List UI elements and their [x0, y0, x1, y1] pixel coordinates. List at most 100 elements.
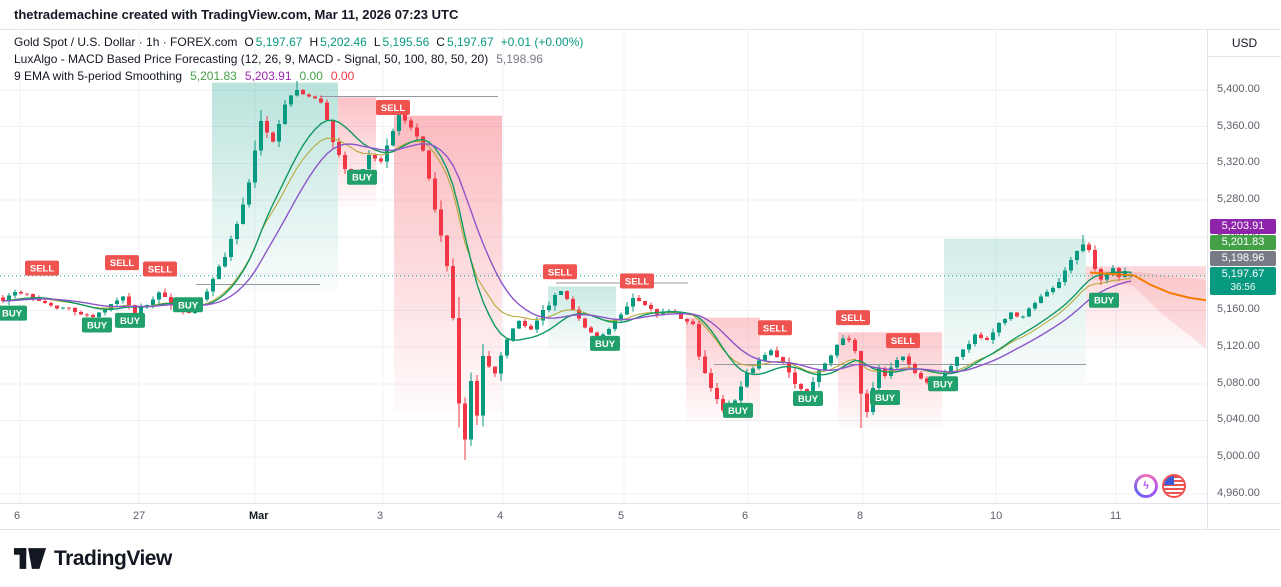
svg-text:BUY: BUY	[87, 321, 108, 332]
candle	[31, 293, 35, 298]
candle	[25, 293, 29, 295]
candle	[901, 356, 905, 360]
brand-name: TradingView	[54, 546, 172, 570]
svg-text:BUY: BUY	[728, 406, 749, 417]
buy-signal-label: BUY	[173, 297, 203, 313]
candle	[217, 266, 221, 279]
candle	[373, 154, 377, 159]
candle	[895, 359, 899, 368]
chart-plot-area[interactable]: BUY SELL BUY SELL BUY SELL BUY BUY SELL SELL BUY SE…	[0, 30, 1207, 503]
attribution-bar: thetrademachine created with TradingView…	[0, 0, 1281, 30]
candle	[565, 291, 569, 300]
candle	[103, 309, 107, 313]
candle	[511, 328, 515, 340]
candle	[955, 356, 959, 367]
time-tick: 3	[377, 510, 384, 522]
candle	[289, 95, 293, 105]
candle	[121, 296, 125, 301]
indicator2-value: 5,203.91	[244, 69, 292, 83]
candle	[733, 400, 737, 404]
candle	[85, 314, 89, 316]
price-chart[interactable]: BUY SELL BUY SELL BUY SELL BUY BUY SELL SELL BUY SE…	[0, 30, 1207, 503]
candle	[61, 307, 65, 309]
candle	[187, 311, 191, 314]
candle	[1045, 291, 1049, 297]
candle	[961, 349, 965, 357]
candle	[685, 318, 689, 322]
candle	[1021, 316, 1025, 318]
attribution-text: thetrademachine created with TradingView…	[14, 7, 459, 22]
candle	[571, 299, 575, 310]
candle	[247, 182, 251, 205]
candle	[493, 366, 497, 374]
candle	[1069, 259, 1073, 271]
luxalgo-logo-icon[interactable]: ϟ	[1134, 474, 1158, 498]
svg-text:BUY: BUY	[1094, 296, 1115, 307]
svg-text:BUY: BUY	[595, 339, 616, 350]
candle	[997, 323, 1001, 333]
us-flag-icon[interactable]	[1162, 474, 1186, 498]
candle	[583, 318, 587, 328]
indicator2-title[interactable]: 9 EMA with 5-period Smoothing	[14, 69, 183, 83]
tradingview-logo[interactable]: TradingView	[13, 547, 172, 571]
candle	[613, 319, 617, 329]
svg-text:BUY: BUY	[352, 173, 373, 184]
candle	[7, 295, 11, 301]
candle	[709, 372, 713, 388]
candle	[265, 120, 269, 133]
candle	[505, 339, 509, 356]
candle	[1081, 244, 1085, 251]
candle	[97, 312, 101, 318]
buy-signal-label: BUY	[590, 335, 620, 351]
close-value: 5,197.67	[446, 35, 494, 49]
candle	[469, 381, 473, 440]
candle	[1057, 281, 1061, 288]
price-tick: 4,960.00	[1217, 486, 1260, 499]
indicator1-title[interactable]: LuxAlgo - MACD Based Price Forecasting (…	[14, 52, 489, 66]
candle	[151, 299, 155, 305]
candle	[847, 338, 851, 340]
candle	[811, 382, 815, 393]
time-tick: 4	[497, 510, 504, 522]
candle	[307, 94, 311, 97]
high-value: 5,202.46	[320, 35, 367, 49]
candle	[763, 354, 767, 361]
candle	[211, 278, 215, 292]
candle	[1075, 250, 1079, 260]
currency-toggle-button[interactable]: USD	[1208, 30, 1281, 57]
candle	[331, 120, 335, 143]
candle	[1111, 267, 1115, 273]
candle	[241, 204, 245, 225]
candle	[553, 294, 557, 306]
candle	[133, 305, 137, 314]
candle	[829, 355, 833, 364]
axis-corner	[1207, 503, 1281, 530]
time-axis[interactable]: 6 27 Mar 3 4 5 6 8 10 11	[0, 503, 1207, 530]
svg-text:SELL: SELL	[110, 258, 134, 269]
candle	[475, 381, 479, 416]
buy-signal-label: BUY	[723, 402, 753, 418]
svg-text:SELL: SELL	[841, 313, 865, 324]
candle	[679, 312, 683, 319]
candle	[1027, 308, 1031, 317]
price-axis[interactable]: USD 5,400.005,360.005,320.005,280.005,24…	[1207, 30, 1281, 503]
candle	[325, 102, 329, 121]
buy-signal-label: BUY	[82, 317, 112, 333]
candle	[409, 120, 413, 128]
candle	[523, 320, 527, 326]
indicator1-value: 5,198.96	[496, 52, 543, 66]
time-tick: Mar	[249, 510, 269, 522]
candle	[799, 383, 803, 389]
candle	[805, 388, 809, 393]
candle	[43, 300, 47, 304]
candle	[649, 304, 653, 310]
symbol-legend-row: Gold Spot / U.S. Dollar · 1h · FOREX.com…	[14, 35, 583, 49]
candle	[835, 345, 839, 356]
candle	[1003, 318, 1007, 324]
candle	[853, 339, 857, 351]
candle	[655, 309, 659, 315]
candle	[1, 297, 5, 301]
symbol-title[interactable]: Gold Spot / U.S. Dollar · 1h · FOREX.com	[14, 35, 238, 49]
candle	[457, 317, 461, 404]
indicator2-values: 5,201.83 5,203.91 0.00 0.00	[182, 69, 354, 83]
